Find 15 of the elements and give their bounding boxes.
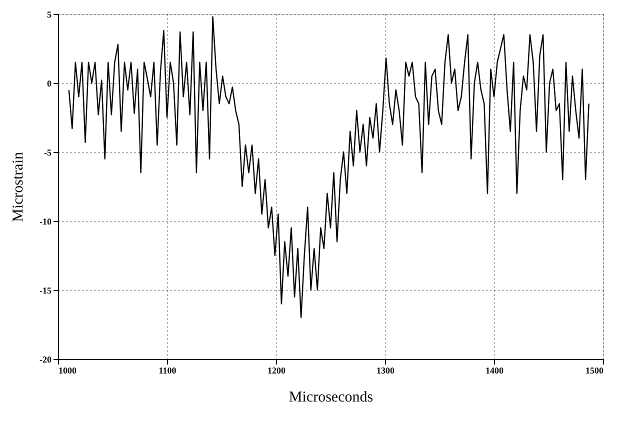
y-axis-title: Microstrain: [10, 152, 27, 222]
y-tick-label: -20: [40, 354, 52, 364]
y-tick-label: -15: [40, 286, 52, 296]
x-tick-label: 1300: [376, 366, 395, 376]
x-tick-label: 1400: [486, 366, 504, 376]
y-tick-label: 5: [47, 10, 52, 20]
y-tick-label: -5: [44, 148, 52, 158]
x-tick-label: 1200: [268, 366, 286, 376]
line-series: [68, 16, 590, 318]
x-tick-label: 1100: [158, 366, 177, 376]
x-axis-title: Microseconds: [288, 390, 374, 406]
x-tick-label: 1000: [58, 366, 77, 376]
y-tick-label: -10: [40, 216, 52, 226]
y-tick-label: 0: [47, 78, 52, 88]
x-tick-label: 1500: [586, 366, 604, 376]
